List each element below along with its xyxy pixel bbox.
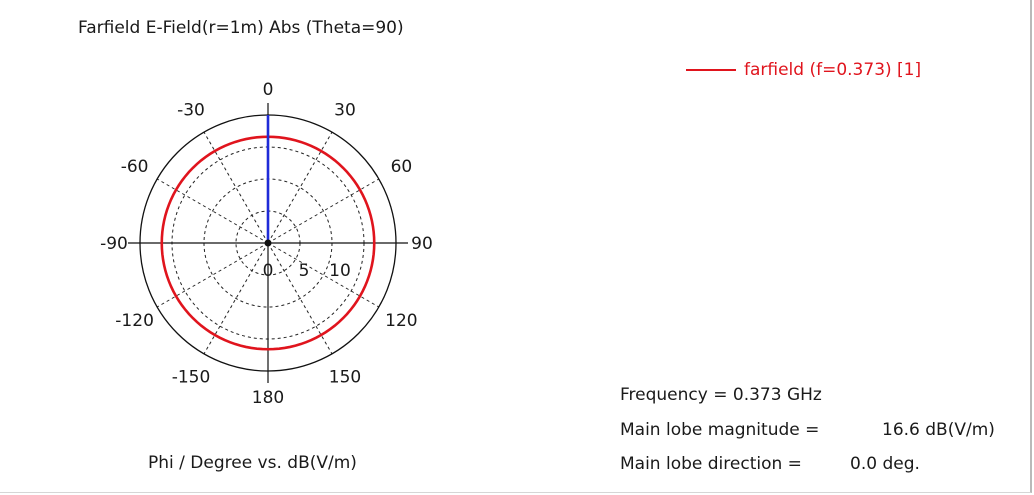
radial-tick-label: 0 bbox=[263, 261, 274, 281]
center-dot bbox=[264, 239, 272, 247]
main-lobe-magnitude-readout: Main lobe magnitude = 16.6 dB(V/m) bbox=[620, 420, 995, 440]
grid-spoke bbox=[156, 242, 269, 308]
main-lobe-magnitude-value: 16.6 dB(V/m) bbox=[882, 420, 995, 440]
grid-spoke bbox=[267, 242, 380, 308]
radial-tick-label: 5 bbox=[299, 261, 310, 281]
angle-tick-label: -60 bbox=[121, 157, 149, 177]
grid-spoke bbox=[203, 131, 269, 244]
grid-spoke bbox=[267, 131, 333, 244]
axis-label: Phi / Degree vs. dB(V/m) bbox=[148, 453, 357, 473]
legend-label: farfield (f=0.373) [1] bbox=[744, 60, 922, 80]
main-lobe-direction-value: 0.0 deg. bbox=[850, 454, 920, 474]
legend-line-swatch bbox=[686, 69, 736, 71]
frequency-readout: Frequency = 0.373 GHz bbox=[620, 385, 822, 405]
angle-tick-label: -90 bbox=[100, 234, 128, 254]
legend: farfield (f=0.373) [1] bbox=[686, 60, 921, 80]
series-line-1 bbox=[160, 135, 376, 351]
angle-tick-label: -120 bbox=[115, 311, 154, 331]
radial-tick-label: 10 bbox=[329, 261, 351, 281]
plot-title: Farfield E-Field(r=1m) Abs (Theta=90) bbox=[78, 18, 404, 38]
angle-tick-label: 120 bbox=[385, 311, 417, 331]
angle-tick-label: 180 bbox=[252, 388, 284, 408]
main-lobe-magnitude-label: Main lobe magnitude = bbox=[620, 420, 820, 440]
main-lobe-direction-readout: Main lobe direction = 0.0 deg. bbox=[620, 454, 920, 474]
main-lobe-direction-label: Main lobe direction = bbox=[620, 454, 802, 474]
angle-tick-label: -30 bbox=[177, 101, 205, 121]
angle-tick-label: 90 bbox=[411, 234, 433, 254]
angle-tick-label: 150 bbox=[329, 367, 361, 387]
angle-tick-label: 0 bbox=[263, 80, 274, 100]
angle-tick-label: -150 bbox=[172, 367, 211, 387]
angle-tick-label: 30 bbox=[334, 101, 356, 121]
angle-tick-label: 60 bbox=[391, 157, 413, 177]
